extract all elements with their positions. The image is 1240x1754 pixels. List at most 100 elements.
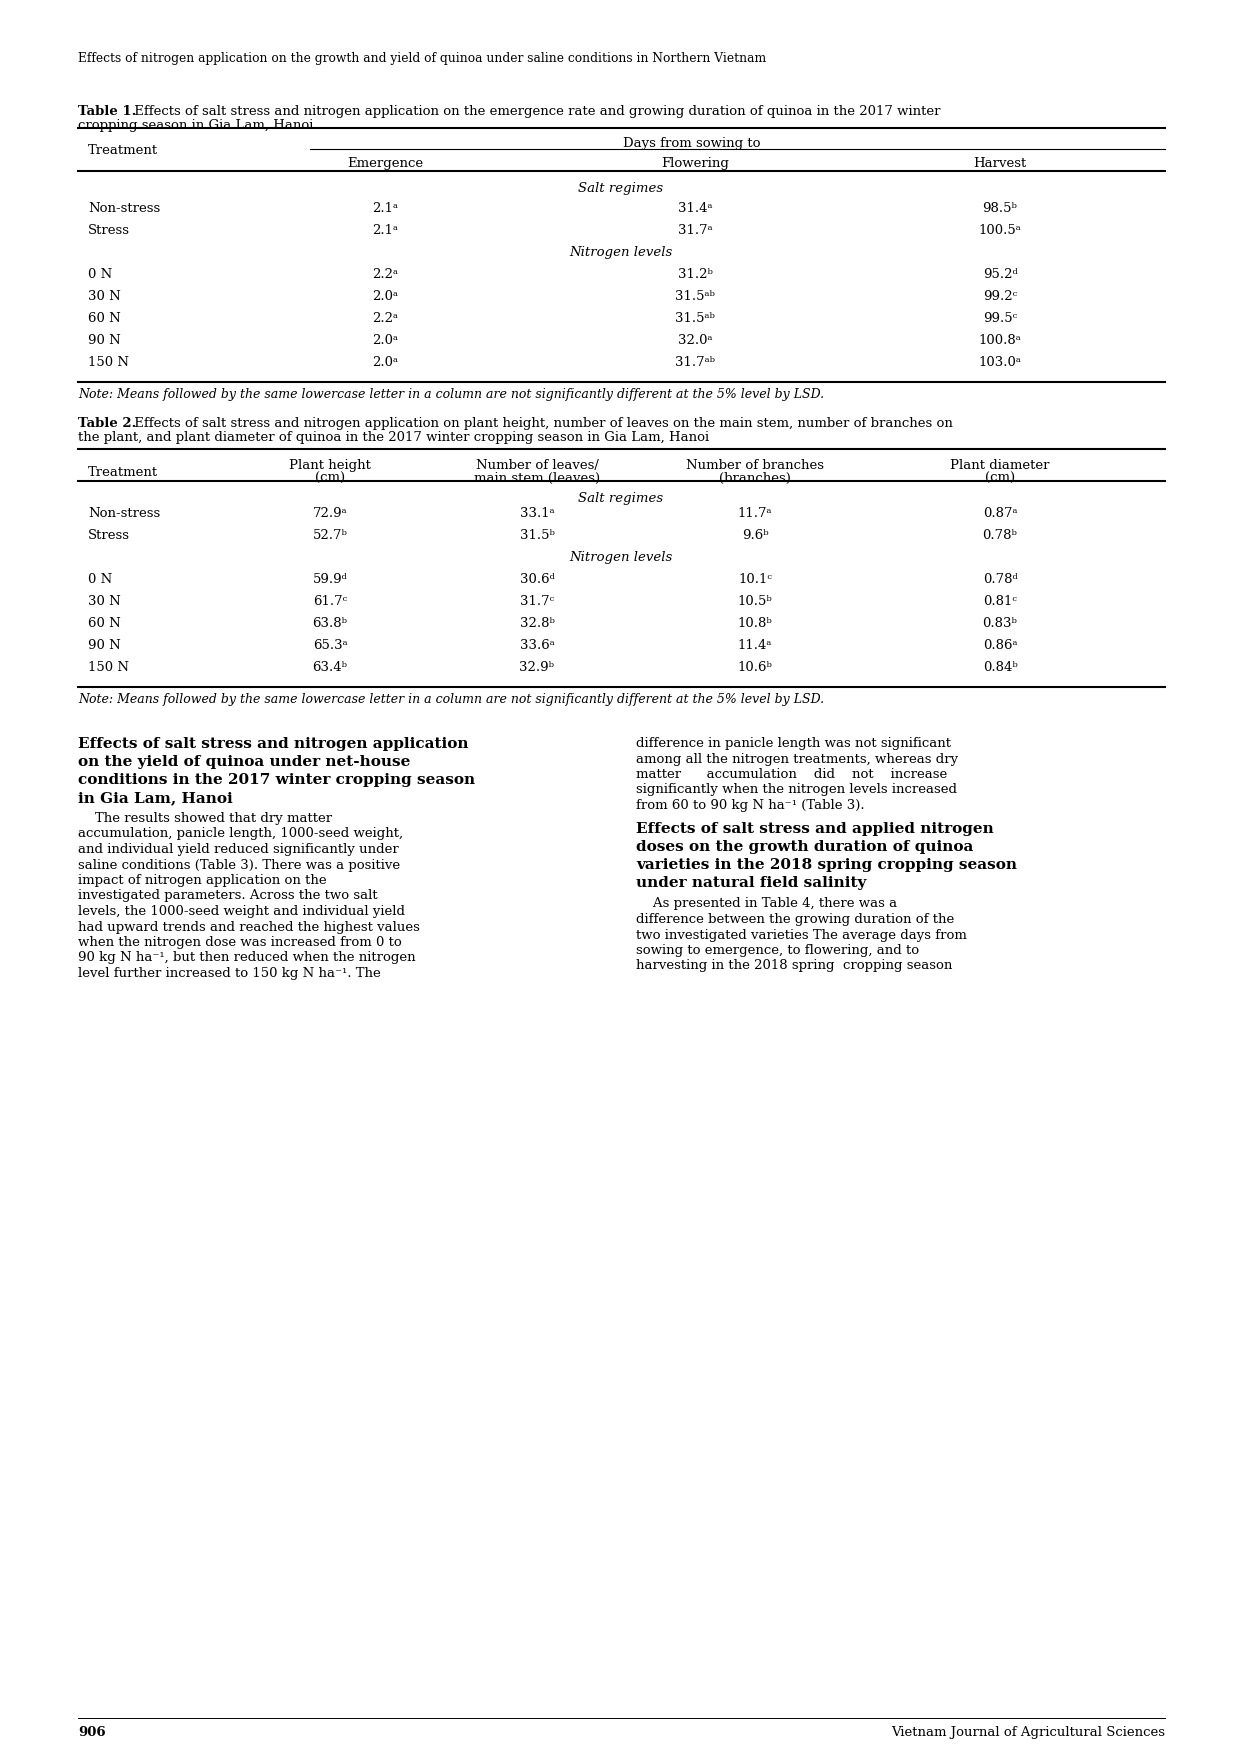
Text: 0.83ᵇ: 0.83ᵇ — [982, 617, 1018, 630]
Text: Non-stress: Non-stress — [88, 507, 160, 519]
Text: Plant height: Plant height — [289, 460, 371, 472]
Text: 31.2ᵇ: 31.2ᵇ — [677, 268, 713, 281]
Text: from 60 to 90 kg N ha⁻¹ (​Table 3).: from 60 to 90 kg N ha⁻¹ (​Table 3). — [636, 800, 864, 812]
Text: 11.7ᵃ: 11.7ᵃ — [738, 507, 773, 519]
Text: 52.7ᵇ: 52.7ᵇ — [312, 530, 347, 542]
Text: Effects of salt stress and applied nitrogen: Effects of salt stress and applied nitro… — [636, 823, 993, 837]
Text: Treatment: Treatment — [88, 144, 159, 158]
Text: Salt regimes: Salt regimes — [578, 182, 663, 195]
Text: Harvest: Harvest — [973, 158, 1027, 170]
Text: Note: Means followed by the same lowercase letter in a column are not significan: Note: Means followed by the same lowerca… — [78, 388, 825, 402]
Text: 0 N: 0 N — [88, 574, 113, 586]
Text: main stem (leaves): main stem (leaves) — [474, 472, 600, 486]
Text: 33.6ᵃ: 33.6ᵃ — [520, 638, 554, 652]
Text: Non-stress: Non-stress — [88, 202, 160, 216]
Text: cropping season in Gia Lam, Hanoi: cropping season in Gia Lam, Hanoi — [78, 119, 314, 132]
Text: accumulation, panicle length, 1000-seed weight,: accumulation, panicle length, 1000-seed … — [78, 828, 403, 840]
Text: doses on the growth duration of quinoa: doses on the growth duration of quinoa — [636, 840, 973, 854]
Text: 10.5ᵇ: 10.5ᵇ — [738, 595, 773, 609]
Text: 11.4ᵃ: 11.4ᵃ — [738, 638, 773, 652]
Text: saline conditions (Table 3). There was a positive: saline conditions (Table 3). There was a… — [78, 858, 401, 872]
Text: 59.9ᵈ: 59.9ᵈ — [312, 574, 347, 586]
Text: Number of leaves/: Number of leaves/ — [476, 460, 599, 472]
Text: 31.4ᵃ: 31.4ᵃ — [678, 202, 712, 216]
Text: 2.0ᵃ: 2.0ᵃ — [372, 333, 398, 347]
Text: 2.2ᵃ: 2.2ᵃ — [372, 268, 398, 281]
Text: (branches): (branches) — [719, 472, 791, 486]
Text: 0.87ᵃ: 0.87ᵃ — [983, 507, 1017, 519]
Text: and individual yield reduced significantly under: and individual yield reduced significant… — [78, 844, 399, 856]
Text: 60 N: 60 N — [88, 312, 120, 324]
Text: 90 N: 90 N — [88, 333, 120, 347]
Text: Emergence: Emergence — [347, 158, 423, 170]
Text: 906: 906 — [78, 1726, 105, 1738]
Text: levels, the 1000-seed weight and individual yield: levels, the 1000-seed weight and individ… — [78, 905, 405, 917]
Text: 31.5ᵃᵇ: 31.5ᵃᵇ — [675, 312, 715, 324]
Text: 0.81ᶜ: 0.81ᶜ — [983, 595, 1017, 609]
Text: under natural field salinity: under natural field salinity — [636, 877, 867, 891]
Text: 33.1ᵃ: 33.1ᵃ — [520, 507, 554, 519]
Text: 72.9ᵃ: 72.9ᵃ — [312, 507, 347, 519]
Text: 0.84ᵇ: 0.84ᵇ — [982, 661, 1017, 674]
Text: Treatment: Treatment — [88, 467, 159, 479]
Text: 0.78ᵇ: 0.78ᵇ — [982, 530, 1018, 542]
Text: 2.2ᵃ: 2.2ᵃ — [372, 312, 398, 324]
Text: 99.2ᶜ: 99.2ᶜ — [983, 289, 1017, 303]
Text: Effects of salt stress and nitrogen application on plant height, number of leave: Effects of salt stress and nitrogen appl… — [130, 417, 952, 430]
Text: varieties in the 2018 spring cropping season: varieties in the 2018 spring cropping se… — [636, 858, 1017, 872]
Text: 31.7ᵃ: 31.7ᵃ — [678, 225, 712, 237]
Text: 95.2ᵈ: 95.2ᵈ — [982, 268, 1017, 281]
Text: 30 N: 30 N — [88, 595, 120, 609]
Text: 2.1ᵃ: 2.1ᵃ — [372, 202, 398, 216]
Text: 30 N: 30 N — [88, 289, 120, 303]
Text: 31.7ᵃᵇ: 31.7ᵃᵇ — [675, 356, 715, 368]
Text: 32.8ᵇ: 32.8ᵇ — [520, 617, 554, 630]
Text: difference between the growing duration of the: difference between the growing duration … — [636, 914, 955, 926]
Text: The results showed that dry matter: The results showed that dry matter — [78, 812, 332, 824]
Text: impact of nitrogen application on the: impact of nitrogen application on the — [78, 873, 326, 888]
Text: 10.1ᶜ: 10.1ᶜ — [738, 574, 773, 586]
Text: Flowering: Flowering — [661, 158, 729, 170]
Text: 98.5ᵇ: 98.5ᵇ — [982, 202, 1018, 216]
Text: Number of branches: Number of branches — [686, 460, 825, 472]
Text: 90 N: 90 N — [88, 638, 120, 652]
Text: Effects of nitrogen application on the growth and yield of quinoa under saline c: Effects of nitrogen application on the g… — [78, 53, 766, 65]
Text: Plant diameter: Plant diameter — [950, 460, 1050, 472]
Text: Table 1.: Table 1. — [78, 105, 136, 118]
Text: the plant, and plant diameter of quinoa in the 2017 winter cropping season in Gi: the plant, and plant diameter of quinoa … — [78, 431, 709, 444]
Text: sowing to emergence, to flowering, and to: sowing to emergence, to flowering, and t… — [636, 944, 919, 958]
Text: 2.0ᵃ: 2.0ᵃ — [372, 289, 398, 303]
Text: level further increased to 150 kg N ha⁻¹. The: level further increased to 150 kg N ha⁻¹… — [78, 966, 381, 980]
Text: 103.0ᵃ: 103.0ᵃ — [978, 356, 1022, 368]
Text: 0.78ᵈ: 0.78ᵈ — [982, 574, 1017, 586]
Text: investigated parameters. Across the two salt: investigated parameters. Across the two … — [78, 889, 378, 903]
Text: 99.5ᶜ: 99.5ᶜ — [983, 312, 1017, 324]
Text: 150 N: 150 N — [88, 356, 129, 368]
Text: Vietnam Journal of Agricultural Sciences: Vietnam Journal of Agricultural Sciences — [892, 1726, 1166, 1738]
Text: had upward trends and reached the highest values: had upward trends and reached the highes… — [78, 921, 420, 933]
Text: significantly when the nitrogen levels increased: significantly when the nitrogen levels i… — [636, 784, 957, 796]
Text: 63.8ᵇ: 63.8ᵇ — [312, 617, 347, 630]
Text: Nitrogen levels: Nitrogen levels — [569, 246, 672, 260]
Text: 150 N: 150 N — [88, 661, 129, 674]
Text: 10.6ᵇ: 10.6ᵇ — [738, 661, 773, 674]
Text: 0 N: 0 N — [88, 268, 113, 281]
Text: (cm): (cm) — [315, 472, 345, 486]
Text: Days from sowing to: Days from sowing to — [624, 137, 761, 151]
Text: 100.5ᵃ: 100.5ᵃ — [978, 225, 1022, 237]
Text: Salt regimes: Salt regimes — [578, 493, 663, 505]
Text: 31.5ᵃᵇ: 31.5ᵃᵇ — [675, 289, 715, 303]
Text: (cm): (cm) — [985, 472, 1016, 486]
Text: 31.5ᵇ: 31.5ᵇ — [520, 530, 554, 542]
Text: Stress: Stress — [88, 530, 130, 542]
Text: 0.86ᵃ: 0.86ᵃ — [983, 638, 1017, 652]
Text: conditions in the 2017 winter cropping season: conditions in the 2017 winter cropping s… — [78, 774, 475, 788]
Text: Effects of salt stress and nitrogen application: Effects of salt stress and nitrogen appl… — [78, 737, 469, 751]
Text: 100.8ᵃ: 100.8ᵃ — [978, 333, 1022, 347]
Text: As presented in Table 4, there was a: As presented in Table 4, there was a — [636, 898, 897, 910]
Text: 90 kg N ha⁻¹, but then reduced when the nitrogen: 90 kg N ha⁻¹, but then reduced when the … — [78, 951, 415, 965]
Text: 32.9ᵇ: 32.9ᵇ — [520, 661, 554, 674]
Text: difference in panicle length was not significant: difference in panicle length was not sig… — [636, 737, 951, 751]
Text: 2.1ᵃ: 2.1ᵃ — [372, 225, 398, 237]
Text: 60 N: 60 N — [88, 617, 120, 630]
